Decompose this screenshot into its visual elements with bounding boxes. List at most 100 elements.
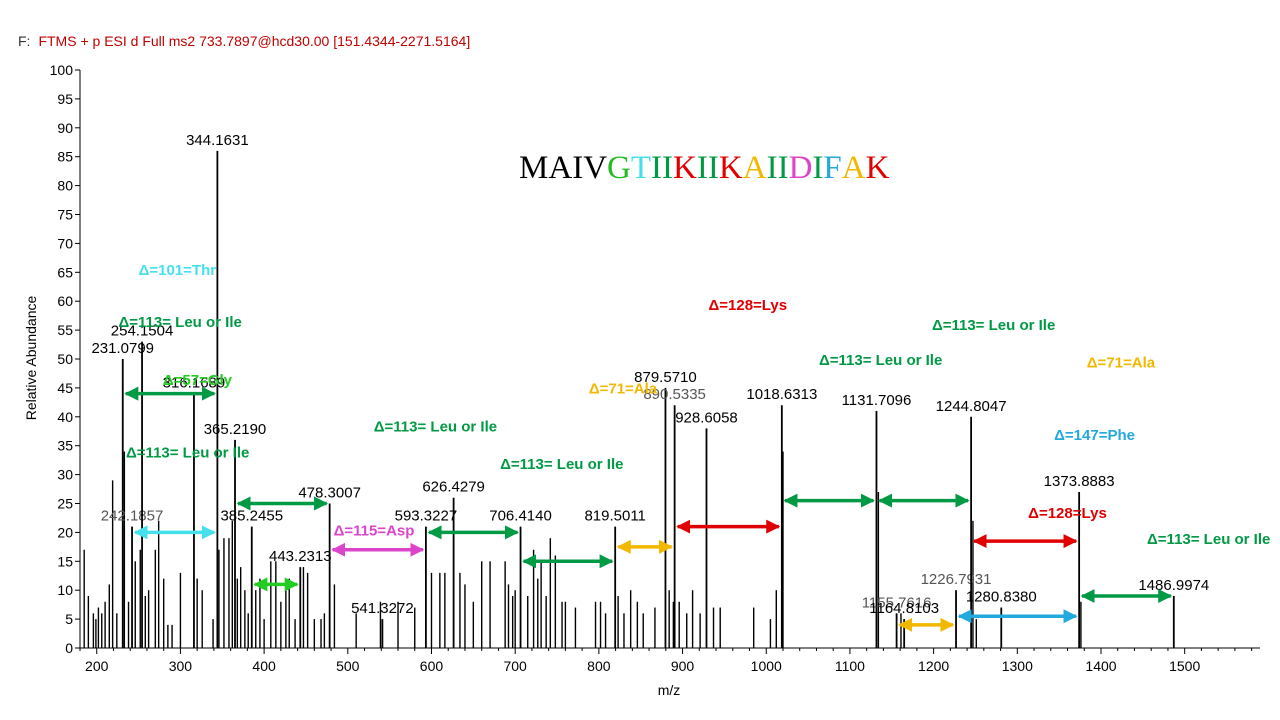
sequence-residue: I — [812, 150, 824, 186]
mass-difference-annotation: Δ=128=Lys — [1028, 505, 1107, 522]
peak-label: 890.5335 — [643, 386, 706, 403]
scan-filter-text: FTMS + p ESI d Full ms2 733.7897@hcd30.0… — [38, 33, 471, 49]
mass-difference-annotation: Δ=113= Leu or Ile — [932, 317, 1055, 334]
mass-difference-annotation: Δ=57=Gly — [163, 372, 233, 389]
peak-label: 254.1504 — [111, 323, 174, 340]
y-tick-label: 80 — [57, 178, 73, 194]
mass-difference-annotation: Δ=147=Phe — [1054, 427, 1135, 444]
peak-label: 1164.8103 — [869, 600, 939, 617]
sequence-residue: M — [519, 150, 549, 186]
mass-difference-annotation: Δ=128=Lys — [708, 297, 787, 314]
x-tick-label: 600 — [420, 658, 444, 674]
y-tick-label: 5 — [65, 611, 73, 627]
peak-label: 1155.7616 — [862, 594, 932, 611]
sequence-residue: I — [707, 150, 719, 186]
mass-difference-annotation: Δ=113= Leu or Ile — [374, 418, 497, 435]
y-tick-label: 0 — [65, 640, 73, 656]
y-tick-label: 45 — [57, 380, 73, 396]
sequence-residue: A — [548, 150, 573, 186]
mass-difference-annotation: Δ=101=Thr — [139, 262, 217, 279]
peak-label: 1244.8047 — [936, 398, 1007, 415]
peak-label: 344.1631 — [186, 132, 249, 149]
x-tick-label: 700 — [503, 658, 527, 674]
sequence-residue: K — [673, 150, 697, 186]
mass-difference-annotation: Δ=113= Leu or Ile — [126, 444, 249, 461]
x-tick-label: 200 — [85, 658, 109, 674]
y-tick-label: 100 — [50, 62, 74, 78]
y-tick-label: 70 — [57, 235, 73, 251]
sequence-residue: I — [651, 150, 663, 186]
x-tick-label: 1200 — [918, 658, 949, 674]
x-tick-label: 1000 — [751, 658, 782, 674]
sequence-residue: D — [788, 150, 813, 186]
sequence-residue: F — [823, 150, 842, 186]
y-tick-label: 90 — [57, 120, 73, 136]
y-tick-label: 55 — [57, 322, 73, 338]
y-axis-label: Relative Abundance — [23, 296, 39, 421]
peak-label: 879.5710 — [634, 369, 697, 386]
x-tick-label: 1300 — [1002, 658, 1033, 674]
y-tick-label: 60 — [57, 293, 73, 309]
sequence-residue: G — [607, 150, 631, 186]
peak-label: 1226.7931 — [921, 571, 992, 588]
mass-difference-annotation: Δ=71=Ala — [1087, 355, 1156, 372]
x-tick-label: 400 — [252, 658, 276, 674]
mass-difference-annotation: Δ=71=Ala — [589, 381, 658, 398]
peak-label: 1280.8380 — [966, 589, 1037, 606]
peak-label: 541.3272 — [351, 600, 414, 617]
peak-label: 385.2455 — [220, 508, 283, 525]
x-tick-label: 300 — [169, 658, 193, 674]
x-tick-label: 1400 — [1085, 658, 1116, 674]
sequence-residue: A — [841, 150, 866, 186]
peak-label: 365.2190 — [204, 421, 267, 438]
y-tick-label: 95 — [57, 91, 73, 107]
y-tick-label: 25 — [57, 496, 73, 512]
peak-label: 242.1857 — [101, 508, 164, 525]
peak-label: 1486.9974 — [1138, 577, 1209, 594]
peak-label: 928.6058 — [675, 409, 738, 426]
x-tick-label: 500 — [336, 658, 360, 674]
x-tick-label: 1500 — [1169, 658, 1200, 674]
y-tick-label: 50 — [57, 351, 73, 367]
y-tick-label: 40 — [57, 409, 73, 425]
x-tick-label: 900 — [671, 658, 695, 674]
sequence-residue: I — [766, 150, 778, 186]
peak-label: 231.0799 — [91, 340, 154, 357]
mass-difference-annotation: Δ=113= Leu or Ile — [118, 314, 241, 331]
mass-difference-annotation: Δ=113= Leu or Ile — [1147, 531, 1270, 548]
mass-difference-annotation: Δ=115=Asp — [334, 522, 415, 539]
y-tick-label: 30 — [57, 467, 73, 483]
x-axis-label: m/z — [658, 682, 681, 698]
peak-label: 1131.7096 — [842, 392, 912, 409]
sequence-residue: A — [742, 150, 767, 186]
mass-difference-annotation: Δ=113= Leu or Ile — [819, 352, 942, 369]
scan-filter-prefix: F: — [18, 33, 31, 49]
mass-difference-annotation: Δ=113= Leu or Ile — [500, 456, 623, 473]
peak-label: 593.3227 — [395, 508, 458, 525]
sequence-residue: I — [696, 150, 708, 186]
y-tick-label: 65 — [57, 264, 73, 280]
peak-label: 478.3007 — [298, 485, 361, 502]
y-tick-label: 75 — [57, 207, 73, 223]
peak-label: 626.4279 — [422, 479, 485, 496]
x-tick-label: 800 — [587, 658, 611, 674]
y-tick-label: 15 — [57, 553, 73, 569]
y-tick-label: 10 — [57, 582, 73, 598]
peak-label: 1373.8883 — [1044, 473, 1115, 490]
sequence-residue: T — [630, 150, 652, 186]
sequence-residue: I — [662, 150, 674, 186]
sequence-residue: K — [865, 150, 890, 186]
peak-label: 443.2313 — [269, 548, 332, 565]
y-tick-label: 20 — [57, 524, 73, 540]
peak-label: 1018.6313 — [746, 386, 817, 403]
sequence-residue: K — [718, 150, 743, 186]
peak-label: 706.4140 — [489, 508, 552, 525]
y-tick-label: 35 — [57, 438, 73, 454]
sequence-residue: V — [583, 150, 608, 186]
y-tick-label: 85 — [57, 149, 73, 165]
sequence-residue: I — [572, 150, 584, 186]
scan-filter-header: F: FTMS + p ESI d Full ms2 733.7897@hcd30… — [18, 33, 470, 49]
peptide-sequence: MAIVGTIIKIIKAIIDIFAK — [519, 150, 889, 187]
peak-label: 819.5011 — [584, 508, 645, 525]
